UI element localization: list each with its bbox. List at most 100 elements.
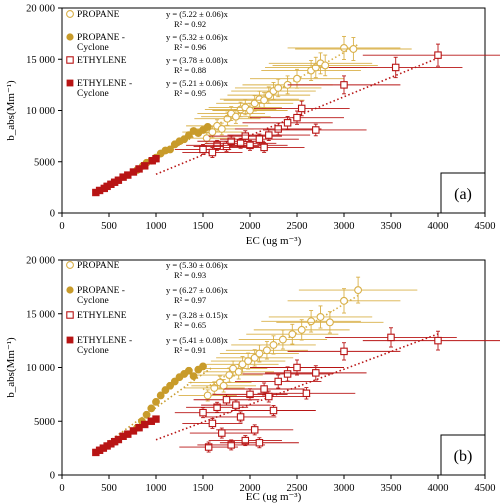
legend-marker xyxy=(66,286,74,294)
data-point xyxy=(203,391,212,400)
x-tick-label: 4500 xyxy=(475,483,496,494)
legend-label: ETHYLENE - xyxy=(77,79,132,89)
legend-marker xyxy=(66,79,74,87)
data-point xyxy=(189,372,198,380)
legend-r2: R² = 0.88 xyxy=(174,65,206,75)
legend: PROPANE y = (5.30 ± 0.06)xR² = 0.93 PROPAN… xyxy=(66,260,229,356)
data-point xyxy=(274,125,282,133)
legend-marker xyxy=(66,336,74,344)
y-tick-label: 0 xyxy=(50,209,55,220)
legend-equation: y = (5.30 ± 0.06)x xyxy=(166,260,229,270)
x-tick-label: 2000 xyxy=(240,483,261,494)
panel-label-box xyxy=(440,434,486,476)
legend-label: ETHYLENE xyxy=(77,311,127,321)
data-point xyxy=(283,119,292,127)
x-tick-label: 3500 xyxy=(381,221,402,232)
data-point xyxy=(255,135,264,143)
x-tick-label: 1000 xyxy=(146,221,167,232)
data-point xyxy=(232,401,240,409)
x-tick-label: 1500 xyxy=(193,483,214,494)
data-point xyxy=(199,408,207,417)
legend-equation: y = (5.21 ± 0.06)x xyxy=(166,78,229,88)
data-point xyxy=(349,45,358,53)
data-point xyxy=(141,162,149,170)
data-point xyxy=(227,441,235,449)
data-point xyxy=(213,403,221,412)
data-point xyxy=(250,353,259,362)
legend-marker xyxy=(66,33,74,41)
data-point xyxy=(231,112,240,121)
data-point xyxy=(434,51,442,59)
x-axis-label: EC (ug m⁻³) xyxy=(246,491,302,503)
data-point xyxy=(274,83,283,92)
data-point xyxy=(217,124,226,133)
legend-label: PROPANE - xyxy=(77,33,125,43)
x-tick-label: 3000 xyxy=(334,483,355,494)
data-point xyxy=(246,106,254,115)
legend-label: PROPANE - xyxy=(77,286,125,296)
legend-equation: y = (5.32 ± 0.06)x xyxy=(166,32,229,42)
fit-line-2 xyxy=(108,366,213,442)
data-point xyxy=(340,296,348,305)
data-point xyxy=(340,81,348,89)
x-tick-label: 3500 xyxy=(381,483,402,494)
data-point xyxy=(434,336,442,345)
y-axis-label: b_abs(Mm⁻¹) xyxy=(5,80,17,141)
data-point xyxy=(265,392,273,401)
x-tick-label: 1000 xyxy=(146,483,167,494)
data-point xyxy=(297,104,306,113)
data-point xyxy=(250,426,259,434)
legend-equation: y = (6.27 ± 0.06)x xyxy=(166,285,229,295)
x-tick-label: 2000 xyxy=(240,221,261,232)
legend-marker xyxy=(66,311,74,319)
data-point xyxy=(278,335,287,344)
data-point xyxy=(203,123,212,131)
series-3 xyxy=(174,43,500,158)
legend: PROPANE y = (5.22 ± 0.06)xR² = 0.92 PROPAN… xyxy=(66,9,229,99)
data-point xyxy=(316,313,325,321)
y-tick-label: 5000 xyxy=(34,157,55,168)
data-point xyxy=(222,395,231,404)
data-point xyxy=(208,419,217,428)
data-point xyxy=(225,371,234,379)
data-point xyxy=(293,113,301,122)
legend-equation: y = (3.28 ± 0.15)x xyxy=(166,310,229,320)
data-point xyxy=(208,148,217,157)
data-point xyxy=(152,397,160,406)
data-point xyxy=(236,413,245,421)
legend-marker xyxy=(66,56,74,64)
panel-label: (b) xyxy=(454,448,473,465)
data-point xyxy=(262,346,271,355)
data-point xyxy=(241,132,250,140)
y-tick-label: 15 000 xyxy=(26,309,55,320)
data-point xyxy=(184,366,193,375)
legend-marker xyxy=(66,261,74,269)
data-point xyxy=(293,74,301,83)
data-point xyxy=(241,436,250,445)
y-tick-label: 10 000 xyxy=(26,106,55,117)
data-point xyxy=(166,145,174,154)
legend-label: Cyclone xyxy=(77,296,109,306)
y-axis-label: b_abs(Mm⁻¹) xyxy=(5,337,17,398)
data-point xyxy=(297,325,306,334)
legend-label: PROPANE xyxy=(77,10,120,20)
data-point xyxy=(204,443,213,451)
x-tick-label: 4500 xyxy=(475,221,496,232)
legend-r2: R² = 0.92 xyxy=(174,19,206,29)
legend-label: PROPANE xyxy=(77,261,120,271)
data-point xyxy=(321,61,330,70)
data-point xyxy=(312,126,320,134)
data-point xyxy=(152,154,160,163)
legend-label: ETHYLENE xyxy=(77,56,127,66)
data-point xyxy=(246,390,254,399)
data-point xyxy=(269,406,278,415)
data-point xyxy=(199,362,207,371)
data-point xyxy=(260,385,268,393)
legend-marker xyxy=(66,10,74,18)
series-4 xyxy=(92,415,160,457)
y-tick-label: 20 000 xyxy=(26,256,55,267)
x-tick-label: 4000 xyxy=(428,221,449,232)
data-point xyxy=(325,318,334,327)
legend-equation: y = (3.78 ± 0.08)x xyxy=(166,55,229,65)
